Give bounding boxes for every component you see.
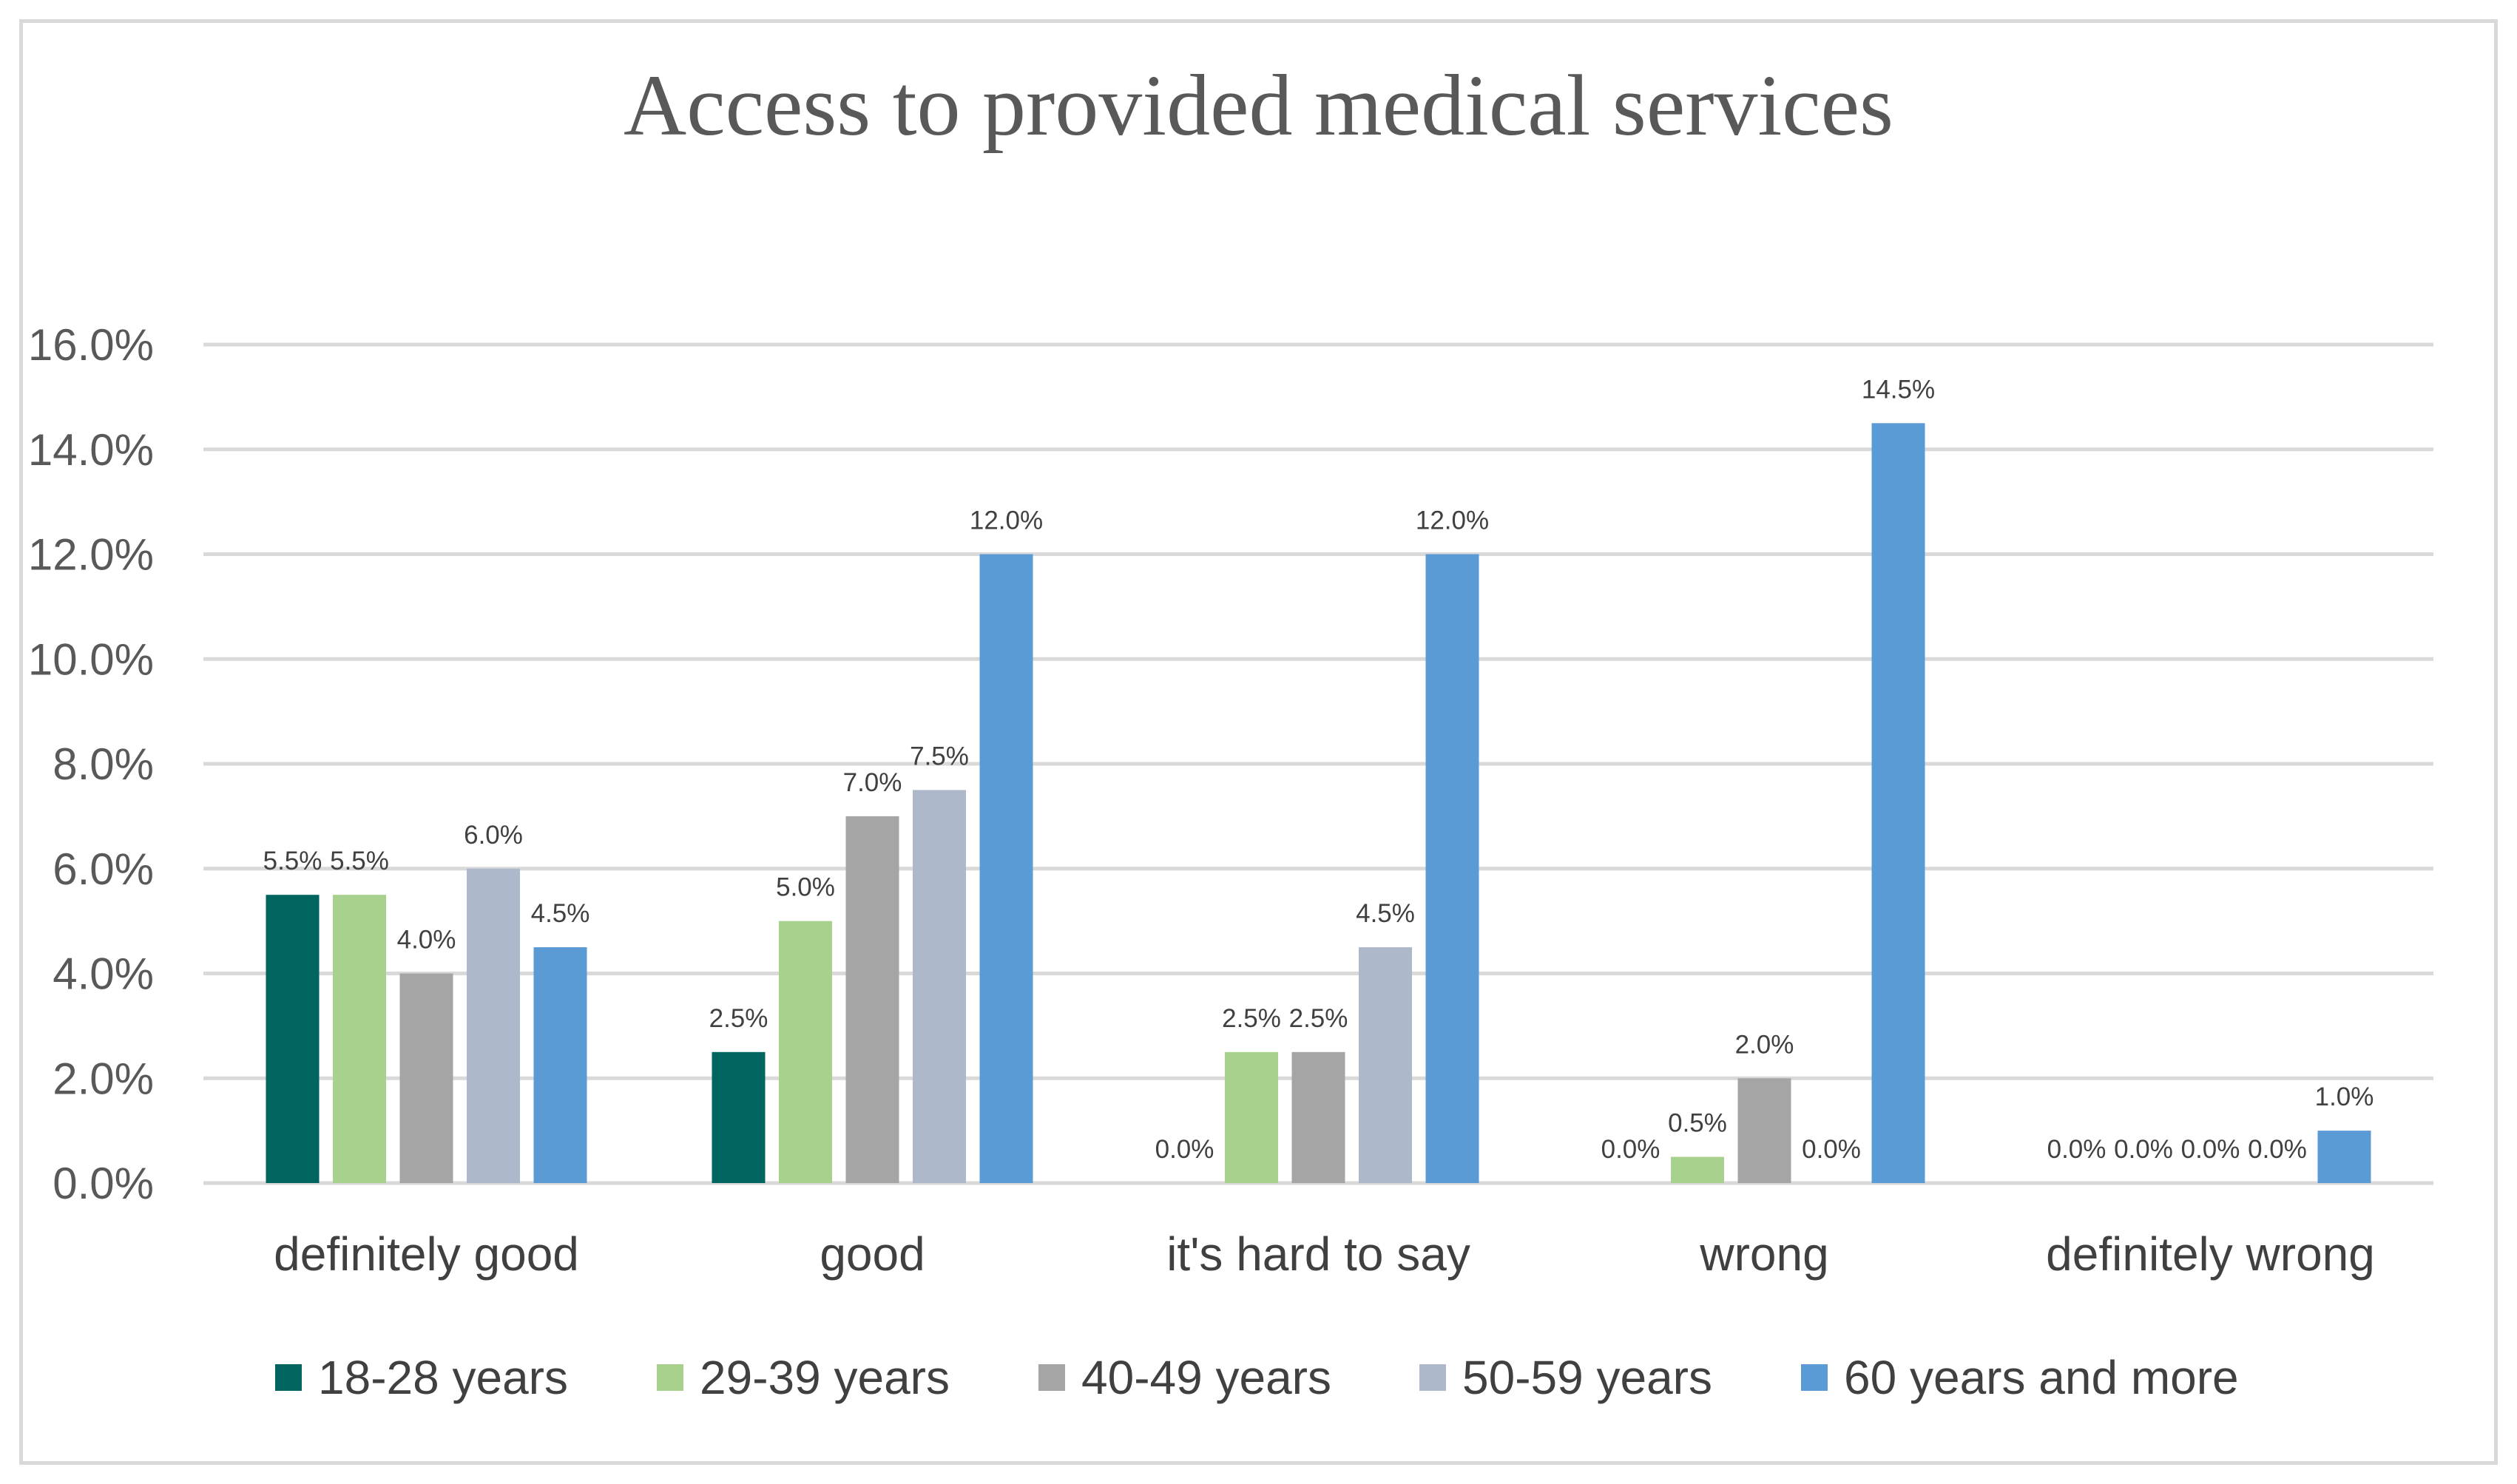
bar — [333, 895, 386, 1183]
bar — [1871, 423, 1925, 1183]
legend-swatch — [1801, 1364, 1828, 1391]
legend-item: 29-39 years — [657, 1351, 950, 1404]
y-tick-label: 10.0% — [28, 634, 154, 684]
y-tick-label: 4.0% — [53, 949, 154, 999]
bar — [979, 554, 1033, 1183]
data-label: 0.0% — [2047, 1135, 2106, 1164]
legend-swatch — [1038, 1364, 1065, 1391]
bar — [1737, 1078, 1791, 1183]
bar — [399, 973, 453, 1183]
y-tick-label: 2.0% — [53, 1054, 154, 1103]
data-label: 12.0% — [1416, 506, 1489, 535]
legend-label: 60 years and more — [1844, 1351, 2239, 1404]
bars — [266, 423, 2371, 1183]
legend-label: 29-39 years — [700, 1351, 950, 1404]
data-label: 5.5% — [263, 847, 322, 875]
x-category-label: definitely wrong — [2046, 1227, 2375, 1281]
legend-item: 18-28 years — [275, 1351, 568, 1404]
data-label: 5.5% — [330, 847, 389, 875]
x-category-label: it's hard to say — [1166, 1227, 1470, 1281]
data-label: 12.0% — [970, 506, 1043, 535]
legend-label: 50-59 years — [1462, 1351, 1712, 1404]
y-axis-ticks: 0.0% 2.0% 4.0% 6.0% 8.0% 10.0% 12.0% 14.0% 16.0% — [28, 320, 154, 1208]
data-label: 14.5% — [1862, 375, 1935, 404]
y-tick-label: 6.0% — [53, 844, 154, 894]
data-label: 7.0% — [843, 768, 902, 797]
x-category-label: good — [820, 1227, 925, 1281]
y-tick-label: 16.0% — [28, 320, 154, 370]
x-category-label: definitely good — [274, 1227, 579, 1281]
x-category-label: wrong — [1699, 1227, 1828, 1281]
chart-title: Access to provided medical services — [624, 57, 1893, 154]
legend-item: 40-49 years — [1038, 1351, 1331, 1404]
bar — [1291, 1051, 1345, 1183]
bar — [1359, 947, 1412, 1183]
y-tick-label: 14.0% — [28, 425, 154, 475]
bar — [467, 868, 520, 1183]
y-tick-label: 8.0% — [53, 739, 154, 789]
data-label: 0.0% — [2181, 1135, 2240, 1164]
bar — [2317, 1131, 2371, 1183]
legend-item: 50-59 years — [1419, 1351, 1712, 1404]
y-tick-label: 0.0% — [53, 1159, 154, 1208]
data-label: 2.5% — [1289, 1004, 1348, 1033]
bar — [712, 1051, 766, 1183]
legend: 18-28 years 29-39 years 40-49 years 50-59 y… — [275, 1351, 2239, 1404]
legend-swatch — [1419, 1364, 1446, 1391]
data-label: 0.5% — [1668, 1109, 1727, 1138]
bar — [533, 947, 587, 1183]
data-label: 4.0% — [397, 926, 456, 955]
bar — [1425, 554, 1479, 1183]
data-label: 4.5% — [1356, 899, 1415, 928]
legend-label: 18-28 years — [318, 1351, 568, 1404]
chart-frame — [19, 19, 2498, 1465]
legend-item: 60 years and more — [1801, 1351, 2239, 1404]
legend-label: 40-49 years — [1081, 1351, 1331, 1404]
x-axis-categories: definitely good good it's hard to say wrong… — [274, 1227, 2375, 1281]
data-label: 5.0% — [776, 873, 835, 902]
data-label: 2.0% — [1735, 1030, 1794, 1059]
bar — [779, 921, 832, 1183]
legend-swatch — [275, 1364, 302, 1391]
bar — [1225, 1051, 1278, 1183]
legend-swatch — [657, 1364, 683, 1391]
data-label: 0.0% — [2114, 1135, 2173, 1164]
data-label: 7.5% — [910, 742, 969, 770]
data-labels: 5.5% 5.5% 4.0% 6.0% 4.5% 2.5% 5.0% 7.0% 7.5% 12.0… — [263, 375, 2374, 1164]
bar — [845, 816, 899, 1183]
data-label: 2.5% — [1222, 1004, 1281, 1033]
data-label: 0.0% — [2248, 1135, 2307, 1164]
bar — [266, 895, 320, 1183]
y-tick-label: 12.0% — [28, 530, 154, 580]
data-label: 0.0% — [1155, 1135, 1214, 1164]
bar — [913, 790, 966, 1183]
data-label: 0.0% — [1601, 1135, 1660, 1164]
data-label: 0.0% — [1802, 1135, 1861, 1164]
data-label: 6.0% — [464, 821, 523, 850]
data-label: 2.5% — [709, 1004, 768, 1033]
data-label: 1.0% — [2315, 1082, 2374, 1111]
data-label: 4.5% — [531, 899, 590, 928]
bar — [1671, 1156, 1724, 1183]
